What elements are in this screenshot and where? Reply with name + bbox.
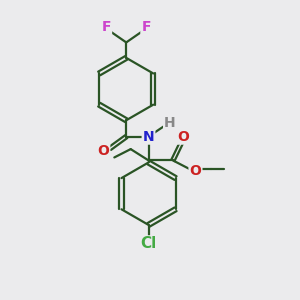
Text: H: H <box>164 116 176 130</box>
Text: O: O <box>190 164 201 178</box>
Text: F: F <box>141 20 151 34</box>
Text: F: F <box>102 20 111 34</box>
Text: O: O <box>177 130 189 144</box>
Text: O: O <box>98 145 109 158</box>
Text: N: N <box>143 130 154 144</box>
Text: Cl: Cl <box>140 236 157 251</box>
